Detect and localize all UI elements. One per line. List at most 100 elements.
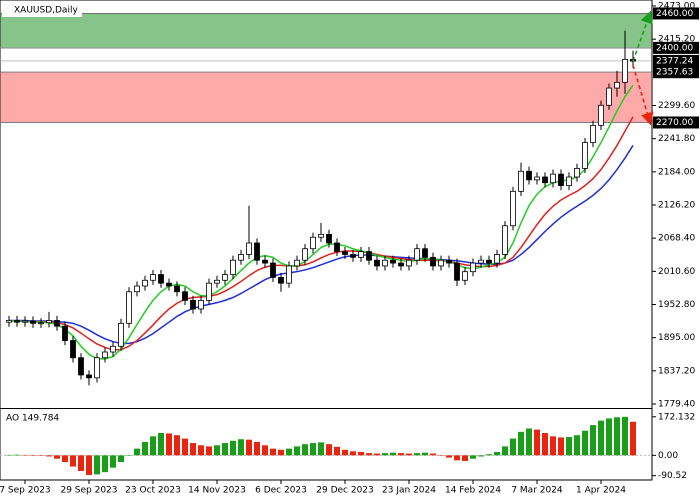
candle-body: [326, 233, 332, 244]
candle-body: [422, 248, 428, 258]
candle-body: [550, 173, 556, 184]
ao-bar: [262, 445, 268, 456]
y-tick-label: 0.00: [658, 451, 678, 461]
ao-bar: [494, 451, 500, 456]
candle-body: [246, 242, 252, 255]
ao-bar: [558, 437, 564, 456]
ao-bar: [254, 441, 260, 456]
ao-bar: [478, 455, 484, 457]
candle-body: [310, 236, 316, 250]
ao-bar: [382, 453, 388, 456]
x-tick-label: 14 Nov 2023: [188, 486, 246, 496]
candle-body: [190, 299, 196, 310]
x-tick-label: 1 Apr 2024: [576, 486, 626, 496]
x-tick-label: 7 Mar 2024: [511, 486, 563, 496]
ao-bar: [454, 455, 460, 461]
candle-body: [414, 248, 420, 261]
ao-bar: [182, 438, 188, 456]
candle-body: [534, 176, 540, 181]
ao-bar: [294, 446, 300, 456]
candle-body: [510, 190, 516, 227]
y-tick-label: 2241.80: [658, 134, 695, 144]
candle-body: [502, 225, 508, 255]
ao-bar: [510, 438, 516, 456]
candle-body: [206, 282, 212, 301]
y-tick-label: 172.132: [658, 412, 695, 422]
ao-bar: [86, 455, 92, 476]
ao-bar: [222, 443, 228, 456]
candle-body: [110, 345, 116, 353]
ao-bar: [246, 439, 252, 456]
ao-bar: [270, 448, 276, 456]
candle-body: [270, 262, 276, 278]
zone: [0, 71, 653, 123]
ao-bar: [126, 455, 132, 456]
ao-bar: [550, 436, 556, 456]
candle-body: [446, 259, 452, 264]
candle-body: [430, 256, 436, 267]
candle-body: [302, 248, 308, 261]
candle-body: [86, 374, 92, 379]
ao-bar: [94, 455, 100, 475]
candle-body: [126, 291, 132, 324]
y-tick-label: 1837.20: [658, 366, 695, 376]
ao-bar: [158, 432, 164, 456]
zone: [0, 13, 653, 49]
candle-body: [454, 262, 460, 281]
ao-bar: [142, 441, 148, 456]
ao-bar: [46, 455, 52, 457]
ao-bar: [198, 445, 204, 456]
candle-body: [6, 320, 12, 323]
ao-bar: [22, 454, 28, 456]
candle-body: [214, 279, 220, 284]
ao-bar: [486, 454, 492, 456]
candle-body: [590, 124, 596, 143]
level-label: 2400.00: [656, 43, 693, 53]
candle-body: [230, 259, 236, 275]
chart-title: XAUUSD,Daily: [14, 6, 78, 16]
candle-body: [166, 282, 172, 287]
ao-bar: [14, 454, 20, 456]
ao-bar: [62, 455, 68, 463]
y-tick-label: 2068.40: [658, 234, 695, 244]
ao-bar: [446, 455, 452, 458]
ao-bar: [598, 420, 604, 456]
level-tag: [653, 54, 699, 67]
candle-body: [254, 242, 260, 261]
candle-body: [606, 87, 612, 106]
candle-body: [102, 351, 108, 359]
candle-body: [54, 320, 60, 327]
candle-body: [350, 254, 356, 258]
x-tick-label: 23 Jan 2024: [382, 486, 436, 496]
candle-body: [598, 104, 604, 126]
ao-bar: [310, 443, 316, 456]
ao-bar: [230, 440, 236, 456]
ao-bar: [518, 431, 524, 456]
y-tick-label: 1952.80: [658, 300, 695, 310]
level-tag: [653, 66, 699, 79]
candle-body: [62, 325, 68, 341]
ao-bar: [630, 421, 636, 456]
candle-body: [462, 271, 468, 281]
ao-bar: [350, 451, 356, 456]
candle-body: [390, 259, 396, 264]
indicator-label: AO 149.784: [6, 414, 59, 424]
candle-body: [358, 251, 364, 258]
candle-body: [150, 274, 156, 281]
candle-body: [222, 274, 228, 281]
ao-bar: [590, 425, 596, 456]
candle-body: [286, 265, 292, 284]
ao-bar: [286, 448, 292, 456]
candle-body: [366, 251, 372, 261]
candle-body: [470, 262, 476, 273]
candle-body: [558, 173, 564, 187]
candle-body: [574, 167, 580, 178]
ao-bar: [102, 455, 108, 473]
ao-bar: [118, 455, 124, 463]
x-tick-label: 29 Dec 2023: [316, 486, 374, 496]
candle-body: [118, 322, 124, 347]
x-tick-label: 7 Sep 2023: [0, 486, 51, 496]
ao-bar: [422, 452, 428, 456]
ao-bar: [342, 449, 348, 456]
level-tag: [653, 116, 699, 129]
